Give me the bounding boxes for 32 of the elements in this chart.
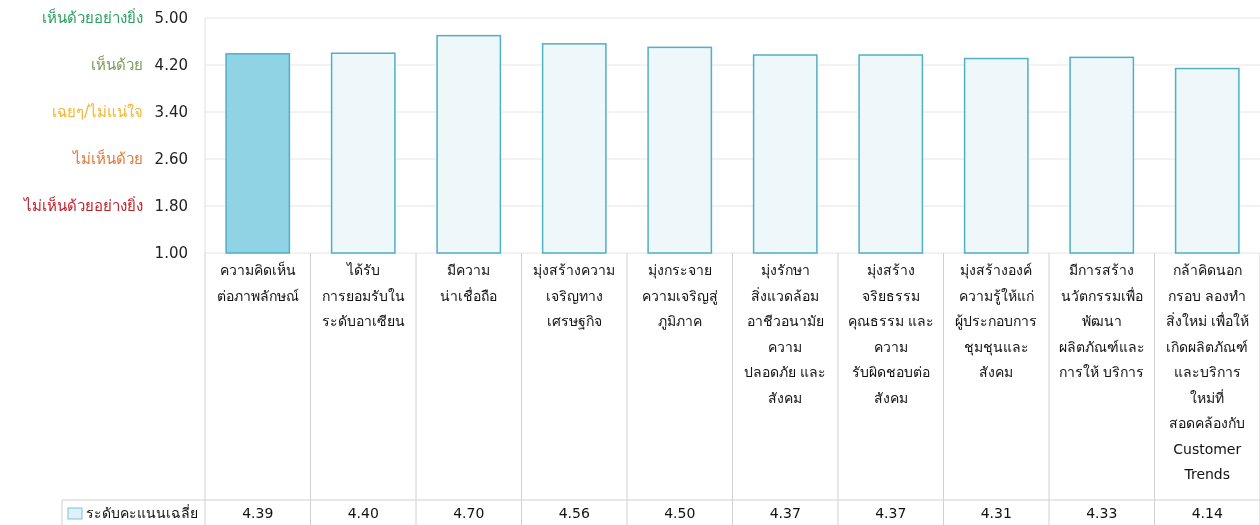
x-tick-label: มุ่งสร้างความ เจริญทาง เศรษฐกิจ: [533, 262, 616, 330]
text: 4.50: [664, 505, 696, 521]
y-tick-label: 1.00: [154, 244, 188, 263]
x-tick-label: มีการสร้าง นวัตกรรมเพื่อ พัฒนา ผลิตภัณฑ์และ การให้ บริการ: [1058, 262, 1145, 380]
text: 4.33: [1086, 505, 1118, 521]
x-tick-label: มุ่งสร้างองค์ ความรู้ให้แก่ ผู้ประกอบการ ชุมชุนและ สังคม: [955, 262, 1038, 380]
text: เฉยๆ/ไม่แน่ใจ: [51, 103, 143, 122]
text: 4.14: [1191, 505, 1223, 521]
x-tick-label: มุ่งกระจาย ความเจริญสู่ ภูมิภาค: [641, 262, 718, 330]
x-tick-label: มุ่งสร้าง จริยธรรม คุณธรรม และ ความ รับผิดชอบต่อ สังคม: [847, 262, 934, 406]
text: 4.37: [875, 505, 907, 521]
text: ไม่เห็นด้วย: [72, 149, 143, 169]
text: 4.56: [558, 505, 590, 521]
y-tick-label: 5.00: [154, 9, 188, 28]
text: 4.70: [453, 505, 485, 521]
text: ระดับคะแนนเฉลี่ย: [86, 504, 198, 521]
text: 4.40: [347, 505, 379, 521]
text: เห็นด้วย: [91, 55, 143, 75]
x-tick-label: มีความ น่าเชื่อถือ: [440, 262, 498, 304]
x-tick-label: มุ่งรักษา สิ่งแวดล้อม อาชีวอนามัย ความ ปลอดภัย และ สังคม: [744, 262, 827, 406]
x-tick-label: ความคิดเห็น ต่อภาพลักษณ์: [216, 261, 299, 304]
y-tick-label: 3.40: [154, 103, 188, 122]
x-tick-label: ได้รับ การยอมรับใน ระดับอาเซียน: [321, 262, 405, 329]
text: 4.39: [242, 505, 274, 521]
y-tick-label: 2.60: [154, 150, 188, 169]
text: 4.37: [769, 505, 801, 521]
y-tick-label: 4.20: [154, 56, 188, 75]
category-label: กล้าคิดนอก กรอบ ลองทำ สิ่งใหม่ เพื่อให้ เกิดผลิตภัณฑ์ และบริการ ใหม่ที่ สอดคล้องกับ Customer Trends: [1165, 262, 1249, 482]
y-tick-label: 1.80: [154, 197, 188, 216]
text: ไม่เห็นด้วยอย่างยิ่ง: [23, 195, 143, 216]
text: 4.31: [980, 505, 1012, 521]
text: เห็นด้วยอย่างยิ่ง: [42, 7, 143, 28]
